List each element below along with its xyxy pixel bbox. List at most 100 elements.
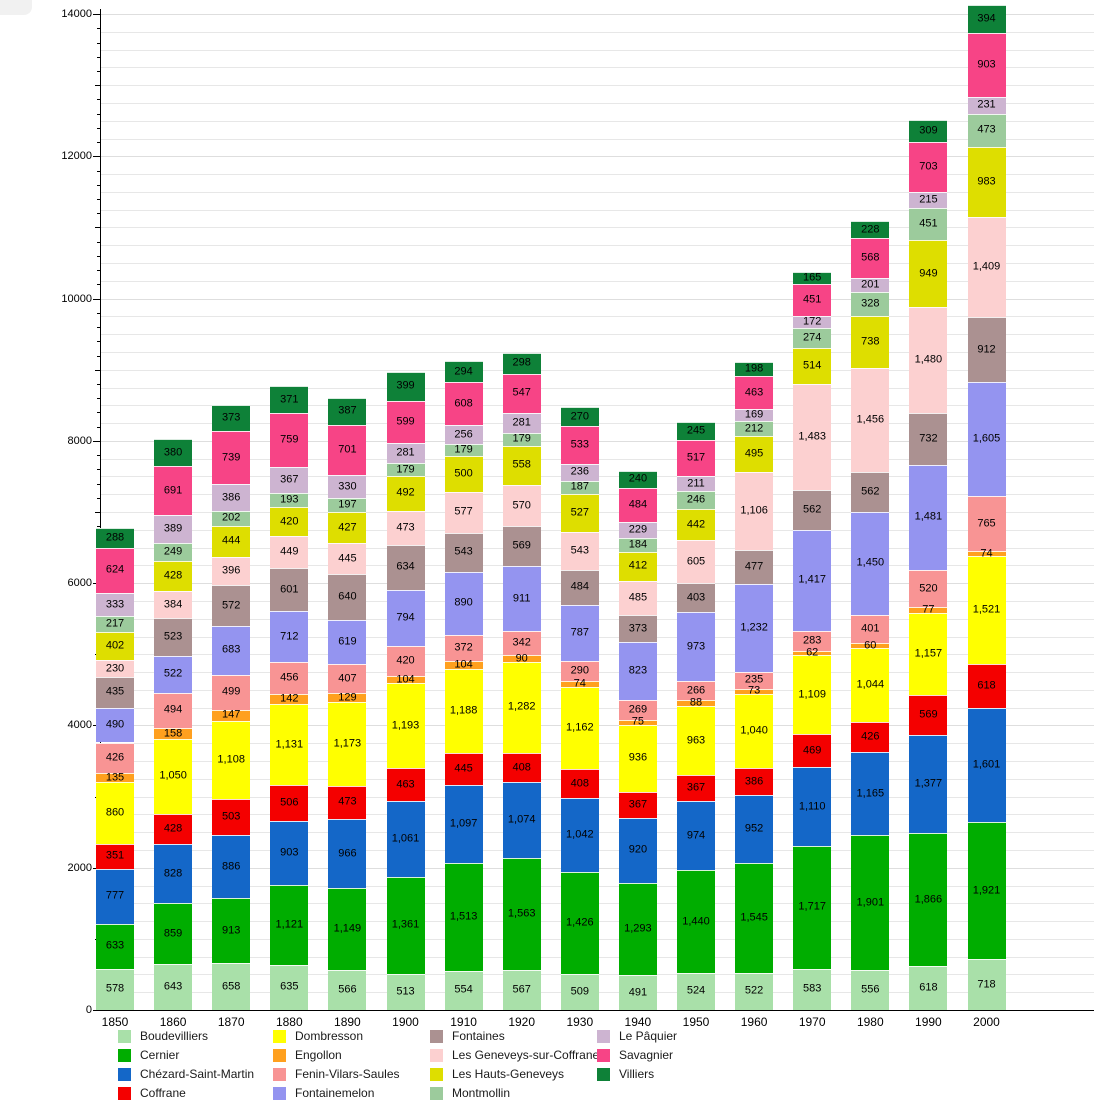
bar-segment-boudevilliers-1910 bbox=[444, 970, 483, 1010]
segment-value-label: 1,173 bbox=[333, 737, 362, 750]
bar-segment-engollon-1960 bbox=[735, 688, 774, 694]
bar-segment-le-paquier-1960 bbox=[735, 409, 774, 422]
segment-value-label: 249 bbox=[163, 545, 183, 558]
segment-value-label: 298 bbox=[512, 356, 531, 369]
segment-value-label: 473 bbox=[338, 795, 357, 808]
bar-segment-villiers-1870 bbox=[212, 404, 251, 432]
legend-label-savagnier: Savagnier bbox=[619, 1048, 674, 1062]
segment-value-label: 231 bbox=[977, 98, 996, 111]
segment-value-label: 1,450 bbox=[856, 556, 885, 569]
y-axis-line bbox=[100, 9, 101, 1010]
bar-segment-villiers-1880 bbox=[270, 386, 309, 413]
bar-segment-dombresson-1880 bbox=[270, 704, 309, 785]
segment-value-label: 738 bbox=[861, 335, 880, 348]
segment-value-label: 490 bbox=[105, 718, 125, 731]
segment-value-label: 217 bbox=[105, 617, 125, 630]
segment-value-label: 426 bbox=[105, 751, 125, 764]
segment-value-label: 129 bbox=[338, 691, 357, 704]
bar-segment-fontaines-1870 bbox=[212, 585, 251, 627]
segment-value-label: 90 bbox=[515, 652, 528, 665]
segment-value-label: 445 bbox=[454, 762, 473, 775]
bar-segment-engollon-2000 bbox=[967, 550, 1006, 557]
bar-segment-dombresson-1910 bbox=[444, 668, 483, 754]
bar-segment-montmollin-1930 bbox=[560, 480, 599, 495]
bar-segment-cernier-1860 bbox=[154, 903, 193, 965]
bar-segment-engollon-1920 bbox=[502, 655, 541, 662]
segment-value-label: 1,097 bbox=[449, 817, 478, 830]
segment-value-label: 1,106 bbox=[740, 504, 768, 517]
bar-segment-coffrane-1940 bbox=[618, 791, 657, 818]
bar-segment-fontaines-1990 bbox=[909, 412, 948, 465]
bar-segment-boudevilliers-1860 bbox=[154, 964, 193, 1010]
bar-segment-savagnier-1870 bbox=[212, 431, 251, 484]
segment-value-label: 407 bbox=[338, 672, 357, 684]
bar-segment-fenin-vilars-saules-1920 bbox=[502, 631, 541, 656]
segment-value-label: 1,513 bbox=[449, 910, 478, 923]
bar-segment-villiers-1990 bbox=[909, 120, 948, 143]
segment-value-label: 408 bbox=[570, 777, 589, 790]
legend-swatch-cernier bbox=[118, 1049, 131, 1062]
gridline bbox=[101, 31, 1094, 33]
legend-swatch-boudevilliers bbox=[118, 1030, 131, 1043]
bar-segment-coffrane-1970 bbox=[793, 734, 832, 768]
bar-segment-coffrane-1980 bbox=[851, 722, 890, 753]
segment-value-label: 522 bbox=[163, 667, 183, 680]
gridline bbox=[101, 102, 1094, 104]
segment-value-label: 517 bbox=[686, 451, 706, 464]
segment-value-label: 449 bbox=[280, 545, 299, 558]
bar-segment-dombresson-1860 bbox=[154, 739, 193, 814]
legend-swatch-montmollin bbox=[430, 1087, 443, 1100]
bar-segment-fontaines-1880 bbox=[270, 568, 309, 612]
bar-segment-coffrane-1910 bbox=[444, 753, 483, 785]
legend-swatch-les-geneveys-sur-coffrane bbox=[430, 1049, 443, 1062]
y-axis-tick bbox=[97, 113, 100, 115]
segment-value-label: 718 bbox=[977, 978, 996, 990]
bar-segment-le-paquier-1950 bbox=[677, 476, 715, 492]
bar-segment-fontainemelon-1860 bbox=[154, 655, 193, 693]
bar-segment-fontaines-1900 bbox=[386, 544, 425, 590]
segment-value-label: 169 bbox=[744, 408, 764, 421]
segment-value-label: 351 bbox=[105, 849, 125, 862]
bar-segment-fontaines-1960 bbox=[735, 550, 774, 585]
bar-segment-engollon-1980 bbox=[851, 643, 890, 648]
bar-segment-coffrane-1960 bbox=[735, 767, 774, 796]
gridline bbox=[101, 280, 1094, 282]
x-axis-label-1950: 1950 bbox=[682, 1015, 710, 1029]
bar-segment-montmollin-1850 bbox=[96, 616, 134, 632]
segment-value-label: 494 bbox=[163, 703, 183, 716]
bar-segment-le-paquier-1860 bbox=[154, 515, 193, 543]
bar-segment-engollon-1850 bbox=[96, 772, 134, 783]
bar-segment-savagnier-1950 bbox=[677, 439, 715, 477]
bar-segment-fontainemelon-1910 bbox=[444, 571, 483, 635]
segment-value-label: 1,061 bbox=[391, 832, 420, 845]
segment-value-label: 74 bbox=[573, 677, 586, 690]
segment-value-label: 533 bbox=[570, 438, 589, 451]
bar-segment-coffrane-1870 bbox=[212, 799, 251, 836]
segment-value-label: 373 bbox=[222, 411, 241, 424]
bar-segment-fenin-vilars-saules-1980 bbox=[851, 614, 890, 644]
bar-segment-les-geneveys-sur-coffrane-1880 bbox=[270, 536, 309, 569]
bar-segment-le-paquier-1900 bbox=[386, 443, 425, 464]
segment-value-label: 158 bbox=[163, 727, 183, 739]
bar-segment-coffrane-1880 bbox=[270, 784, 309, 821]
segment-value-label: 903 bbox=[280, 846, 299, 859]
bar-segment-les-hauts-geneveys-1870 bbox=[212, 525, 251, 558]
segment-value-label: 562 bbox=[861, 485, 880, 498]
bar-segment-savagnier-1880 bbox=[270, 412, 309, 467]
segment-value-label: 135 bbox=[105, 771, 125, 784]
bar-segment-engollon-1900 bbox=[386, 675, 425, 684]
bar-segment-les-geneveys-sur-coffrane-1900 bbox=[386, 510, 425, 545]
segment-value-label: 435 bbox=[105, 685, 125, 698]
segment-value-label: 739 bbox=[222, 451, 241, 463]
segment-value-label: 543 bbox=[570, 544, 589, 557]
segment-value-label: 618 bbox=[977, 679, 996, 692]
segment-value-label: 949 bbox=[919, 267, 938, 280]
segment-value-label: 513 bbox=[396, 985, 415, 998]
bar-segment-fontainemelon-1870 bbox=[212, 626, 251, 675]
segment-value-label: 184 bbox=[628, 538, 648, 551]
segment-value-label: 732 bbox=[919, 432, 938, 445]
segment-value-label: 402 bbox=[105, 639, 125, 652]
segment-value-label: 1,417 bbox=[798, 573, 826, 586]
y-axis-tick bbox=[97, 355, 100, 357]
segment-value-label: 1,717 bbox=[798, 900, 826, 913]
